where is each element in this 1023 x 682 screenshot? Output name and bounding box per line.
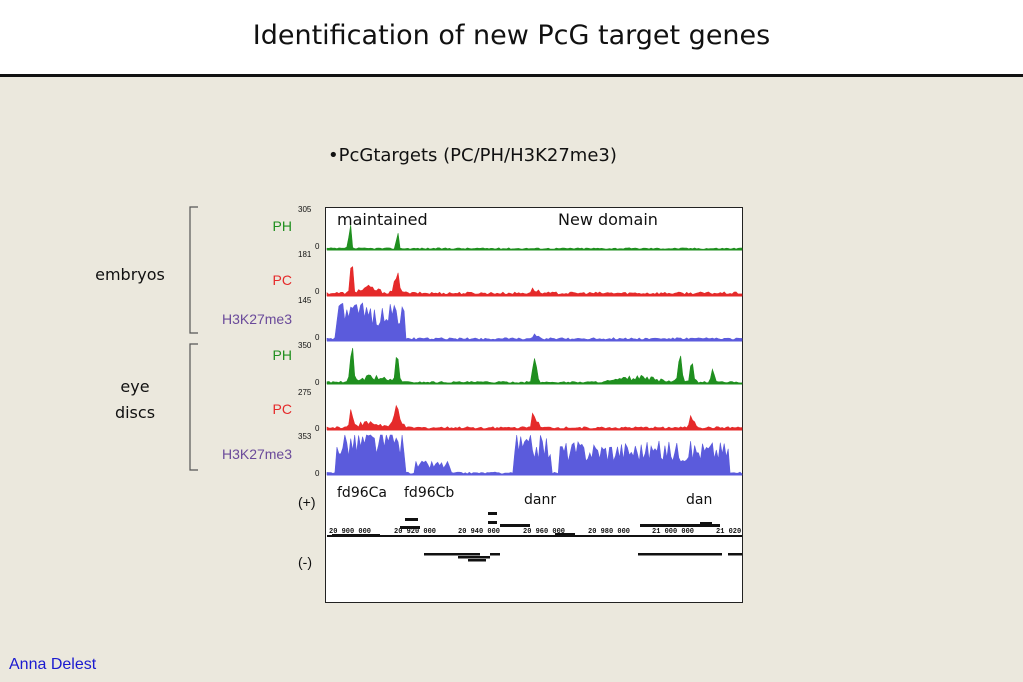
axis-max-h3k27me3-eye: 353 xyxy=(298,432,312,441)
axis-max-h3k27me3-embryo: 145 xyxy=(298,296,312,305)
axis-min-ph-eye: 0 xyxy=(315,378,320,387)
track-2 xyxy=(326,302,743,342)
slide-title: Identification of new PcG target genes xyxy=(252,20,771,51)
track-4 xyxy=(326,404,743,431)
track-label-ph-embryo: PH xyxy=(272,218,292,234)
coordinate-label: 20 900 000 xyxy=(329,528,371,536)
axis-min-h3k27me3-embryo: 0 xyxy=(315,333,320,342)
strand-label-minus: (-) xyxy=(298,554,312,570)
track-signal xyxy=(326,225,743,251)
author-name: Anna Delest xyxy=(9,656,97,673)
gene-label-fd96cb: fd96Cb xyxy=(404,485,455,501)
track-1 xyxy=(326,266,743,297)
slide-header: Identification of new PcG target genes xyxy=(0,0,1023,77)
track-5 xyxy=(326,434,743,476)
eye-discs-bracket xyxy=(189,343,198,471)
gene-block-plus xyxy=(488,512,497,515)
gene-block-plus xyxy=(488,521,497,524)
track-signal xyxy=(326,347,743,385)
gene-annotation-track: 20 900 000 20 920 000 20 940 000 20 960 000… xyxy=(327,512,742,562)
coordinate-label: 21 020 xyxy=(716,528,741,536)
gene-block-plus xyxy=(640,524,720,527)
bullet-text: •PcGtargets (PC/PH/H3K27me3) xyxy=(328,145,617,166)
gene-label-dan: dan xyxy=(686,492,713,508)
group-label-eye-discs: eye discs xyxy=(114,377,156,422)
coordinate-label: 20 960 000 xyxy=(523,528,565,536)
maintained-label: maintained xyxy=(337,210,428,229)
track-label-h3k27me3-embryo: H3K27me3 xyxy=(221,311,292,327)
gene-block-minus xyxy=(424,553,480,556)
track-signal xyxy=(326,266,743,297)
gene-block-plus xyxy=(332,534,380,537)
gene-block-minus xyxy=(458,556,490,559)
gene-block-plus xyxy=(555,533,575,536)
strand-label-plus: (+) xyxy=(298,494,316,510)
signal-tracks xyxy=(326,225,743,476)
axis-max-ph-embryo: 305 xyxy=(298,205,312,214)
group-label-embryos: embryos xyxy=(95,265,165,284)
gene-block-minus xyxy=(728,553,742,556)
track-signal xyxy=(326,302,743,342)
axis-max-pc-embryo: 181 xyxy=(298,250,312,259)
track-label-h3k27me3-eye: H3K27me3 xyxy=(221,446,292,462)
axis-min-h3k27me3-eye: 0 xyxy=(315,469,320,478)
axis-min-pc-eye: 0 xyxy=(315,424,320,433)
track-signal xyxy=(326,404,743,431)
axis-max-pc-eye: 275 xyxy=(298,388,312,397)
gene-block-plus xyxy=(700,522,712,525)
gene-label-fd96ca: fd96Ca xyxy=(337,485,387,501)
gene-block-plus xyxy=(400,526,420,529)
gene-block-minus xyxy=(490,553,500,556)
gene-label-danr: danr xyxy=(524,492,557,508)
track-3 xyxy=(326,347,743,385)
gene-block-plus xyxy=(500,524,530,527)
gene-block-plus xyxy=(405,518,418,521)
embryos-bracket xyxy=(189,206,198,334)
track-label-pc-eye: PC xyxy=(272,401,292,417)
track-signal xyxy=(326,434,743,476)
track-label-pc-embryo: PC xyxy=(272,272,292,288)
coordinate-label: 21 000 000 xyxy=(652,528,694,536)
track-0 xyxy=(326,225,743,251)
axis-max-ph-eye: 350 xyxy=(298,341,312,350)
coordinate-label: 20 920 000 xyxy=(394,528,436,536)
gene-block-minus xyxy=(712,553,722,556)
coordinate-label: 20 980 000 xyxy=(588,528,630,536)
axis-min-pc-embryo: 0 xyxy=(315,287,320,296)
track-label-ph-eye: PH xyxy=(272,347,292,363)
coordinate-label: 20 940 000 xyxy=(458,528,500,536)
axis-min-ph-embryo: 0 xyxy=(315,242,320,251)
new-domain-label: New domain xyxy=(558,210,658,229)
gene-block-minus xyxy=(468,559,486,562)
